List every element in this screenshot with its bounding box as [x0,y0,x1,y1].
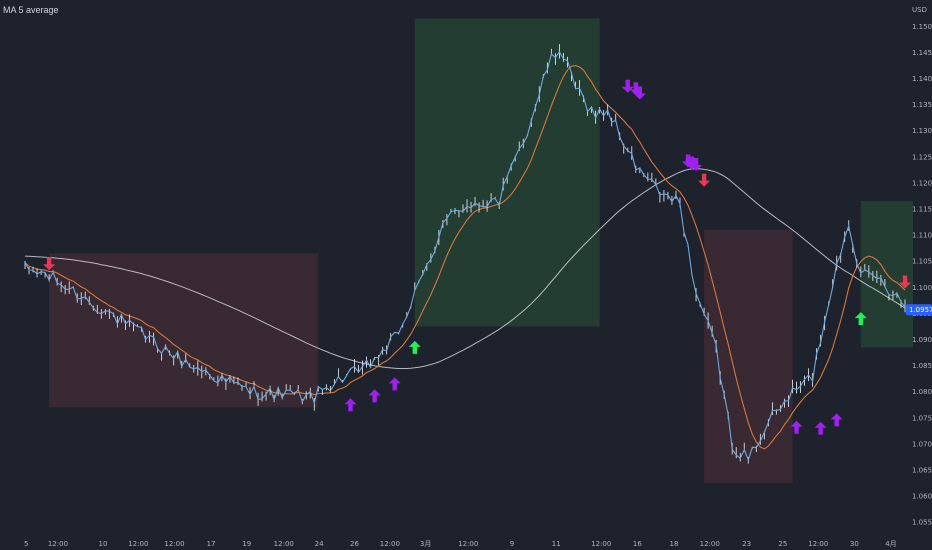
buy-signal-arrow-icon [344,398,357,412]
x-axis[interactable]: 5 12:00 10 12:00 12:00 17 19 12:00 24 26 12:00 3月 12… [24,540,897,548]
y-tick-label: 1.10500 [912,258,932,266]
x-tick-label: 12:00 [380,540,400,548]
y-tick-label: 1.13500 [912,101,932,109]
y-axis[interactable]: 1.15000 1.14500 1.14000 1.13500 1.13000 1.125… [912,23,932,527]
buy-signal-arrow-icon [388,377,401,391]
x-tick-label: 10 [98,540,107,548]
x-tick-label: 19 [242,540,251,548]
y-tick-label: 1.15000 [912,23,932,31]
arrow-shape [830,413,843,427]
y-tick-label: 1.09000 [912,336,932,344]
y-tick-label: 1.06000 [912,493,932,501]
arrow-shape [698,173,711,187]
y-tick-label: 1.11000 [912,232,932,240]
y-tick-label: 1.14000 [912,75,932,83]
sell-signal-arrow-icon [899,275,911,289]
arrow-shape [43,257,56,271]
x-tick-label: 30 [850,540,859,548]
x-tick-label: 25 [778,540,787,548]
y-tick-label: 1.05500 [912,519,932,527]
arrow-shape [814,421,827,435]
x-tick-label: 12:00 [700,540,720,548]
x-tick-label: 12:00 [808,540,828,548]
last-price-tag-bg [906,304,932,316]
buy-signal-arrow-icon [814,421,827,435]
y-tick-label: 1.12500 [912,153,932,161]
arrow-shape [388,377,401,391]
buy-signal-arrow-icon [854,312,867,326]
x-tick-label: 12:00 [48,540,68,548]
price-series-layer [24,44,906,464]
arrow-shape [790,420,803,434]
y-tick-label: 1.07500 [912,414,932,422]
x-tick-label: 26 [350,540,359,548]
x-tick-label: 23 [742,540,751,548]
last-price-tag: 1.09570 [906,304,932,316]
x-tick-label: 18 [669,540,678,548]
buy-signal-arrow-icon [368,389,381,403]
arrow-shape [899,275,911,289]
sell-signal-arrow-icon [43,257,56,271]
x-tick-label: 4月 [885,540,896,548]
arrow-shape [690,158,703,171]
price-line [24,50,906,462]
sell-signal-arrow-icon [698,173,711,187]
x-tick-label: 12:00 [274,540,294,548]
x-tick-label: 3月 [420,540,431,548]
buy-signal-arrow-icon [408,340,421,354]
y-tick-label: 1.13000 [912,127,932,135]
arrow-shape [854,312,867,326]
last-price-label: 1.09570 [909,306,932,314]
arrow-shape [368,389,381,403]
y-tick-label: 1.07000 [912,440,932,448]
currency-unit-label: USD [912,6,927,14]
x-tick-label: 12:00 [591,540,611,548]
signals-layer [43,79,911,435]
x-tick-label: 12:00 [128,540,148,548]
y-tick-label: 1.08500 [912,362,932,370]
bearish-zone [704,229,793,484]
y-tick-label: 1.10000 [912,284,932,292]
x-tick-label: 11 [552,540,561,548]
chart-title: MA 5 average [3,5,59,15]
x-tick-label: 12:00 [458,540,478,548]
x-tick-label: 9 [510,540,514,548]
zones-layer [49,18,914,484]
arrow-shape [408,340,421,354]
buy-signal-arrow-icon [830,413,843,427]
x-tick-label: 17 [207,540,216,548]
sell-signal-arrow-icon [690,158,703,171]
x-tick-label: 16 [633,540,642,548]
slow-moving-average-line [24,168,906,369]
x-tick-label: 5 [24,540,28,548]
sell-signal-arrow-icon [633,86,646,100]
y-tick-label: 1.06500 [912,466,932,474]
arrow-shape [344,398,357,412]
y-tick-label: 1.12000 [912,179,932,187]
y-tick-label: 1.11500 [912,205,932,213]
arrow-shape [633,86,646,100]
y-tick-label: 1.14500 [912,49,932,57]
buy-signal-arrow-icon [790,420,803,434]
bullish-zone [414,18,600,327]
x-tick-label: 24 [315,540,324,548]
x-tick-label: 12:00 [164,540,184,548]
bearish-zone [49,253,319,408]
y-tick-label: 1.08000 [912,388,932,396]
